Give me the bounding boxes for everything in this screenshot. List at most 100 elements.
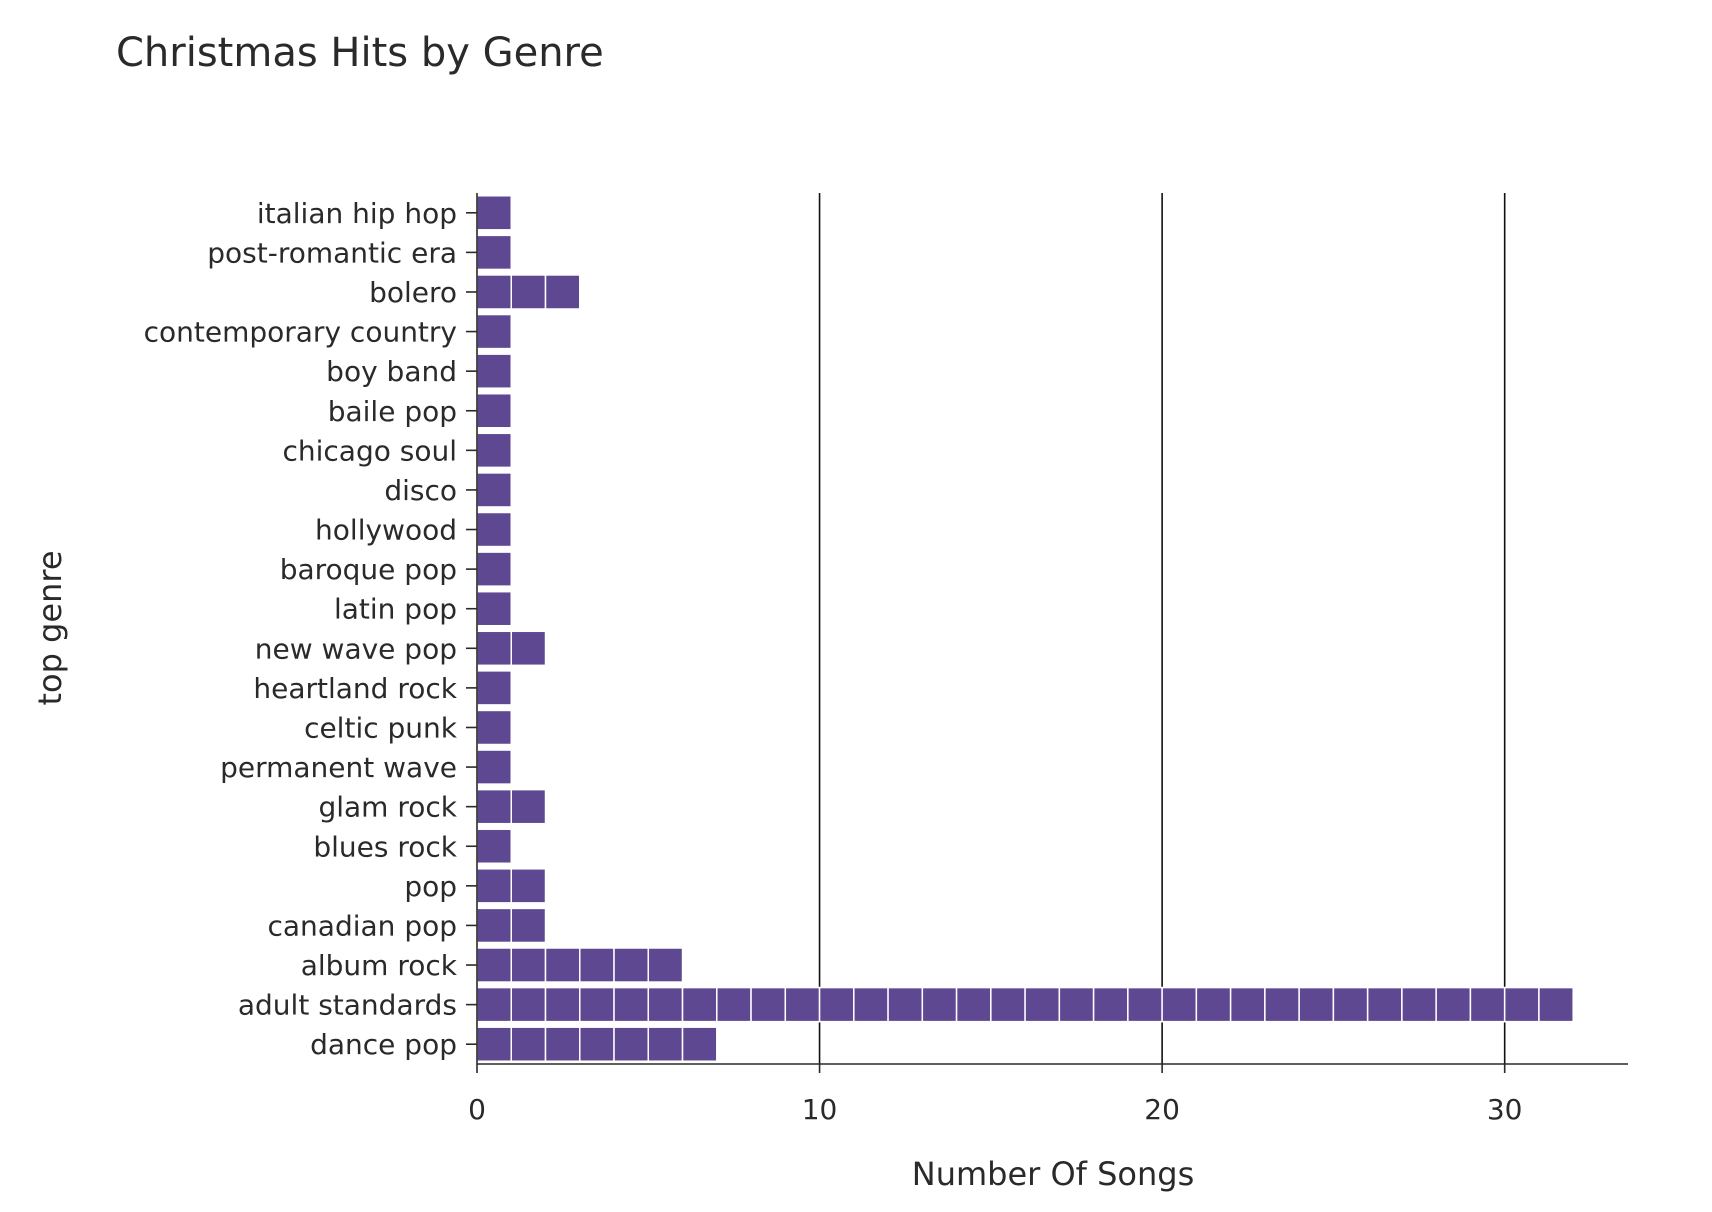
bar-segment: [476, 709, 513, 746]
x-axis-title: Number Of Songs: [912, 1155, 1195, 1193]
bar-segment: [476, 551, 513, 587]
bar-segment: [476, 749, 513, 785]
bar-segment: [1229, 986, 1266, 1023]
y-tick-label: post-romantic era: [207, 236, 457, 269]
y-tick-label: adult standards: [238, 989, 457, 1022]
y-tick-label: baroque pop: [280, 553, 457, 586]
bar-segment: [1435, 986, 1472, 1023]
bar-segment: [476, 868, 513, 904]
bar-segment: [476, 274, 513, 310]
y-tick-label: canadian pop: [268, 909, 458, 942]
bar-segment: [716, 986, 752, 1023]
bar-segment: [510, 788, 547, 825]
y-tick-label: hollywood: [315, 514, 457, 547]
y-tick-label: new wave pop: [255, 632, 457, 665]
y-tick-label: permanent wave: [220, 751, 457, 784]
chart-title: Christmas Hits by Genre: [116, 30, 604, 76]
bar-segment: [1195, 986, 1232, 1023]
bars: [476, 195, 1574, 1062]
x-tick-label: 10: [802, 1093, 838, 1126]
bar-segment: [647, 947, 684, 983]
y-tick-label: italian hip hop: [257, 197, 457, 230]
bar-segment: [1264, 986, 1300, 1023]
bar-segment: [476, 1026, 513, 1062]
bar-segment: [1538, 986, 1574, 1023]
x-tick-labels: 0 10 20 30: [468, 1064, 1522, 1126]
bar-segment: [510, 274, 547, 310]
x-tick-label: 20: [1144, 1093, 1180, 1126]
bar-segment: [476, 907, 513, 944]
bar-segment: [613, 986, 650, 1023]
bar-segment: [750, 986, 787, 1023]
bar-segment: [510, 947, 547, 983]
bar-segment: [990, 986, 1026, 1023]
y-tick-labels: italian hip hop post-romantic era bolero co…: [144, 197, 477, 1061]
bar-segment: [1058, 986, 1095, 1023]
bar-segment: [476, 828, 513, 865]
y-tick-label: boy band: [326, 355, 457, 388]
y-tick-label: album rock: [301, 949, 458, 982]
bar-segment: [476, 947, 513, 983]
bar-segment: [476, 670, 513, 706]
bar-segment: [579, 986, 615, 1023]
bar-segment: [613, 1026, 650, 1062]
bar-segment: [1503, 986, 1540, 1023]
bar-segment: [510, 868, 547, 904]
x-tick-label: 0: [468, 1093, 486, 1126]
y-tick-label: pop: [404, 870, 457, 903]
y-tick-label: contemporary country: [144, 316, 457, 349]
y-tick-label: baile pop: [328, 395, 457, 428]
bar-segment: [476, 234, 513, 271]
grid-lines: [818, 193, 1506, 1064]
y-tick-label: chicago soul: [282, 434, 457, 467]
y-tick-label: disco: [384, 474, 457, 507]
bar-segment: [1127, 986, 1163, 1023]
bar-segment: [613, 947, 650, 983]
bar-segment: [544, 1026, 581, 1062]
bar-segment: [921, 986, 958, 1023]
bar-segment: [1401, 986, 1437, 1023]
x-tick-label: 30: [1487, 1093, 1523, 1126]
bar-segment: [853, 986, 889, 1023]
y-tick-label: heartland rock: [253, 672, 457, 705]
bar-segment: [1298, 986, 1335, 1023]
bar-segment: [476, 630, 513, 667]
bar-segment: [544, 947, 581, 983]
bar-segment: [1024, 986, 1061, 1023]
bar-segment: [476, 511, 513, 548]
bar-segment: [544, 986, 581, 1023]
bar-segment: [510, 907, 547, 944]
bar-segment: [1332, 986, 1369, 1023]
bar-segment: [818, 986, 855, 1023]
bar-segment: [476, 432, 513, 469]
y-tick-label: bolero: [369, 276, 457, 309]
bar-segment: [476, 353, 513, 389]
y-tick-label: celtic punk: [304, 711, 458, 744]
y-tick-label: latin pop: [334, 593, 457, 626]
bar-segment: [647, 1026, 684, 1062]
bar-segment: [647, 986, 684, 1023]
y-tick-label: glam rock: [318, 791, 457, 824]
bar-segment: [1366, 986, 1403, 1023]
bar-segment: [681, 986, 718, 1023]
bar-segment: [1161, 986, 1198, 1023]
bar-segment: [579, 947, 615, 983]
bar-segment: [476, 313, 513, 350]
bar-segment: [510, 986, 547, 1023]
bar-segment: [887, 986, 924, 1023]
bar-segment: [1092, 986, 1129, 1023]
bar-segment: [476, 788, 513, 825]
bar-segment: [510, 630, 547, 667]
bar-segment: [784, 986, 821, 1023]
bar-segment: [681, 1026, 718, 1062]
bar-segment: [544, 274, 581, 310]
bar-segment: [476, 195, 513, 231]
bar-segment: [510, 1026, 547, 1062]
bar-segment: [476, 472, 513, 508]
bar-segment: [476, 590, 513, 627]
bar-segment: [476, 986, 513, 1023]
y-tick-label: dance pop: [310, 1028, 457, 1061]
axes: [476, 193, 1628, 1065]
y-axis-title: top genre: [31, 550, 69, 705]
